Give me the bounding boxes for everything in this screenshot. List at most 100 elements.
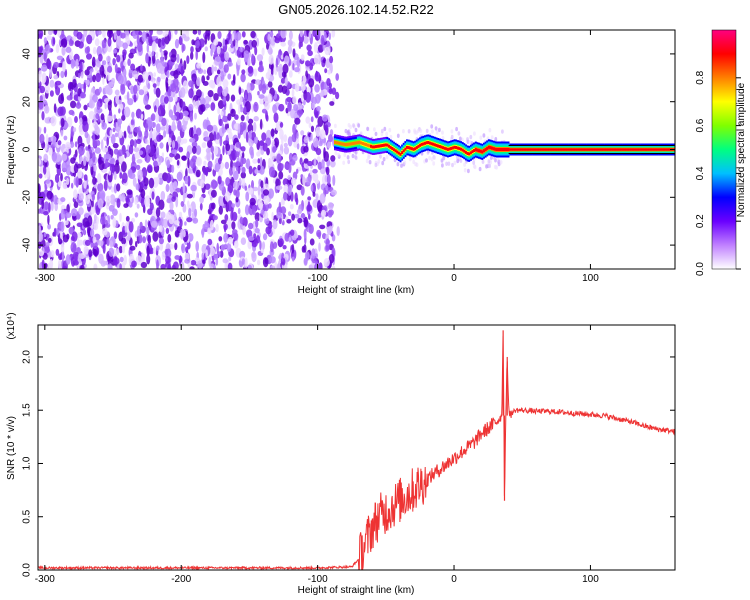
track-cell bbox=[433, 143, 436, 147]
colorbar-tick-label: 0.4 bbox=[695, 166, 706, 180]
noise-speckle bbox=[319, 129, 326, 140]
noise-speckle bbox=[161, 37, 165, 46]
noise-speckle bbox=[300, 186, 305, 196]
track-speckle bbox=[430, 157, 434, 162]
noise-speckle bbox=[55, 43, 60, 54]
noise-speckle bbox=[112, 217, 117, 228]
track-cell bbox=[649, 148, 652, 151]
noise-speckle bbox=[227, 200, 233, 212]
noise-speckle bbox=[133, 126, 140, 133]
noise-speckle bbox=[43, 165, 47, 175]
track-cell bbox=[487, 145, 490, 149]
noise-speckle bbox=[97, 157, 102, 165]
track-cell bbox=[453, 145, 456, 149]
noise-speckle bbox=[88, 99, 95, 109]
noise-speckle bbox=[138, 234, 143, 244]
track-cell bbox=[420, 142, 423, 146]
noise-speckle bbox=[142, 71, 149, 81]
noise-speckle bbox=[116, 30, 121, 37]
track-cell bbox=[356, 141, 359, 145]
noise-speckle bbox=[258, 140, 265, 146]
noise-speckle bbox=[146, 226, 150, 235]
noise-speckle bbox=[157, 76, 161, 83]
noise-speckle bbox=[111, 77, 115, 85]
noise-speckle bbox=[267, 93, 272, 104]
noise-speckle bbox=[223, 232, 229, 243]
noise-speckle bbox=[182, 101, 186, 112]
noise-speckle bbox=[222, 38, 226, 47]
noise-speckle bbox=[280, 77, 286, 84]
noise-speckle bbox=[257, 184, 261, 196]
noise-speckle bbox=[226, 242, 232, 253]
track-speckle bbox=[473, 131, 476, 136]
track-speckle bbox=[408, 157, 412, 162]
noise-speckle bbox=[315, 126, 321, 137]
noise-speckle bbox=[332, 175, 336, 186]
noise-speckle bbox=[331, 87, 337, 95]
track-cell bbox=[638, 148, 641, 151]
track-cell bbox=[451, 146, 454, 150]
noise-speckle bbox=[207, 227, 212, 235]
noise-speckle bbox=[261, 84, 267, 94]
track-cell bbox=[335, 141, 338, 145]
track-cell bbox=[343, 143, 346, 146]
noise-speckle bbox=[61, 153, 68, 162]
noise-speckle bbox=[65, 46, 72, 54]
track-cell bbox=[602, 148, 605, 151]
track-cell bbox=[415, 146, 418, 150]
noise-speckle bbox=[180, 201, 185, 207]
track-cell bbox=[612, 148, 615, 151]
noise-speckle bbox=[228, 167, 234, 176]
track-cell bbox=[527, 148, 530, 151]
track-cell bbox=[595, 148, 598, 151]
noise-speckle bbox=[121, 261, 126, 269]
noise-speckle bbox=[135, 240, 138, 248]
noise-speckle bbox=[116, 54, 121, 63]
noise-speckle bbox=[104, 102, 107, 110]
noise-speckle bbox=[255, 79, 261, 85]
track-cell bbox=[591, 148, 593, 151]
noise-speckle bbox=[99, 190, 106, 200]
noise-speckle bbox=[155, 51, 159, 59]
noise-speckle bbox=[50, 201, 54, 212]
noise-speckle bbox=[107, 263, 113, 269]
noise-speckle bbox=[239, 46, 244, 53]
noise-speckle bbox=[241, 178, 246, 186]
track-cell bbox=[379, 144, 382, 148]
noise-speckle bbox=[302, 174, 306, 186]
noise-speckle bbox=[261, 47, 265, 56]
noise-speckle bbox=[174, 94, 178, 102]
noise-speckle bbox=[292, 62, 295, 71]
noise-speckle bbox=[307, 160, 313, 167]
noise-speckle bbox=[80, 92, 86, 99]
track-speckle bbox=[485, 164, 488, 169]
noise-speckle bbox=[85, 146, 89, 151]
track-cell bbox=[512, 148, 515, 151]
track-speckle bbox=[354, 155, 358, 161]
noise-speckle bbox=[249, 132, 252, 140]
track-cell bbox=[391, 147, 394, 150]
noise-speckle bbox=[118, 130, 123, 139]
track-speckle bbox=[348, 132, 351, 137]
noise-speckle bbox=[300, 130, 305, 136]
track-cell bbox=[474, 148, 477, 152]
track-cell bbox=[450, 146, 453, 150]
noise-speckle bbox=[70, 88, 73, 96]
colorbar-label: Normalized spectral amplitude bbox=[736, 82, 747, 217]
noise-speckle bbox=[206, 124, 214, 132]
track-cell bbox=[484, 148, 487, 152]
noise-speckle bbox=[84, 131, 89, 139]
noise-speckle bbox=[54, 173, 60, 183]
noise-speckle bbox=[228, 31, 231, 40]
noise-speckle bbox=[317, 161, 323, 170]
noise-speckle bbox=[287, 185, 292, 196]
noise-speckle bbox=[254, 46, 258, 56]
track-speckle bbox=[393, 157, 397, 163]
track-speckle bbox=[431, 129, 434, 134]
track-cell bbox=[424, 141, 426, 145]
noise-speckle bbox=[74, 116, 78, 123]
noise-speckle bbox=[134, 196, 138, 205]
noise-speckle bbox=[110, 215, 114, 220]
track-speckle bbox=[385, 154, 389, 160]
noise-speckle bbox=[241, 157, 247, 164]
